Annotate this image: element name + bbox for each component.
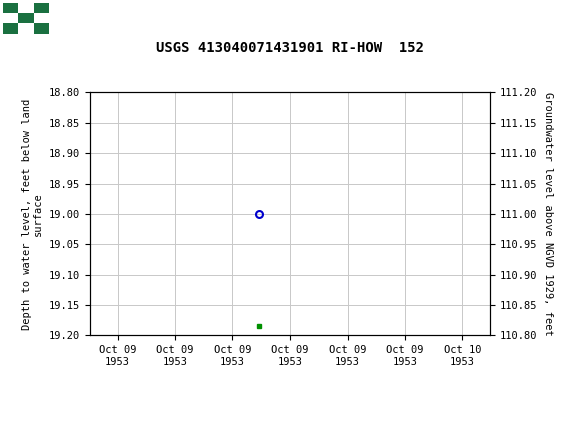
Y-axis label: Depth to water level, feet below land
surface: Depth to water level, feet below land su… [22,98,44,329]
Bar [3,3,49,34]
Y-axis label: Groundwater level above NGVD 1929, feet: Groundwater level above NGVD 1929, feet [543,92,553,336]
Text: USGS 413040071431901 RI-HOW  152: USGS 413040071431901 RI-HOW 152 [156,41,424,55]
Bar [19,13,34,23]
Bar [34,23,49,34]
Text: USGS: USGS [55,9,99,27]
Bar [3,3,19,13]
Bar [3,23,19,34]
Bar [34,3,49,13]
